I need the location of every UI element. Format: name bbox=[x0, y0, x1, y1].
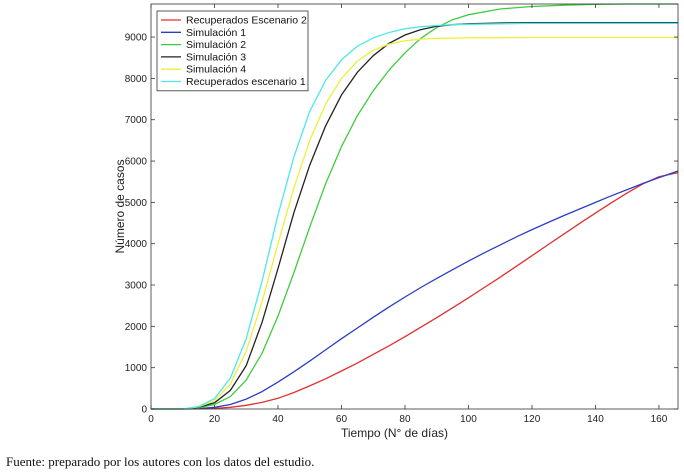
y-tick-label: 7000 bbox=[125, 115, 148, 126]
series-line-1 bbox=[151, 171, 679, 410]
x-tick-label: 80 bbox=[399, 414, 411, 425]
figure-caption: Fuente: preparado por los autores con lo… bbox=[6, 454, 315, 469]
x-axis-title: Tiempo (N° de días) bbox=[341, 426, 448, 440]
series-line-3 bbox=[151, 3, 678, 410]
y-tick-label: 4000 bbox=[125, 239, 148, 250]
line-chart: 0 20 40 60 80 100 120 140 160 0 1000 2000 3000 4000 50… bbox=[113, 3, 679, 440]
legend-box bbox=[156, 10, 309, 92]
x-tick-label: 120 bbox=[524, 414, 541, 425]
series-line-6 bbox=[151, 22, 678, 410]
y-axis-title: Número de casos bbox=[113, 159, 127, 253]
series-line-4 bbox=[151, 21, 678, 410]
legend-label-5: Simulación 4 bbox=[186, 64, 246, 76]
x-tick-label: 60 bbox=[336, 414, 348, 425]
y-tick-label: 1000 bbox=[125, 363, 148, 374]
legend-label-1: Recuperados Escenario 2 bbox=[186, 15, 307, 27]
x-tick-label: 40 bbox=[272, 414, 284, 425]
y-tick-label: 5000 bbox=[125, 198, 148, 209]
y-tick-label: 8000 bbox=[125, 74, 148, 85]
legend-label-6: Recuperados escenario 1 bbox=[186, 76, 306, 88]
series-line-2 bbox=[151, 170, 679, 410]
y-tick-label: 2000 bbox=[125, 322, 148, 333]
x-tick-label: 140 bbox=[587, 414, 604, 425]
x-tick-label: 100 bbox=[460, 414, 477, 425]
legend-label-4: Simulación 3 bbox=[186, 51, 246, 63]
y-tick-label: 6000 bbox=[125, 157, 148, 168]
x-tick-label: 160 bbox=[651, 414, 668, 425]
series-line-5 bbox=[151, 36, 678, 410]
y-tick-label: 3000 bbox=[125, 281, 148, 292]
legend-label-2: Simulación 1 bbox=[186, 27, 246, 39]
x-tick-label: 0 bbox=[148, 414, 154, 425]
y-tick-label: 9000 bbox=[125, 33, 148, 44]
plot-frame bbox=[150, 3, 679, 410]
y-tick-label: 0 bbox=[141, 405, 147, 416]
legend-label-3: Simulación 2 bbox=[186, 39, 246, 51]
x-tick-label: 20 bbox=[209, 414, 221, 425]
chart: 0 20 40 60 80 100 120 140 160 0 1000 2000 3000 4000 50… bbox=[113, 3, 679, 440]
